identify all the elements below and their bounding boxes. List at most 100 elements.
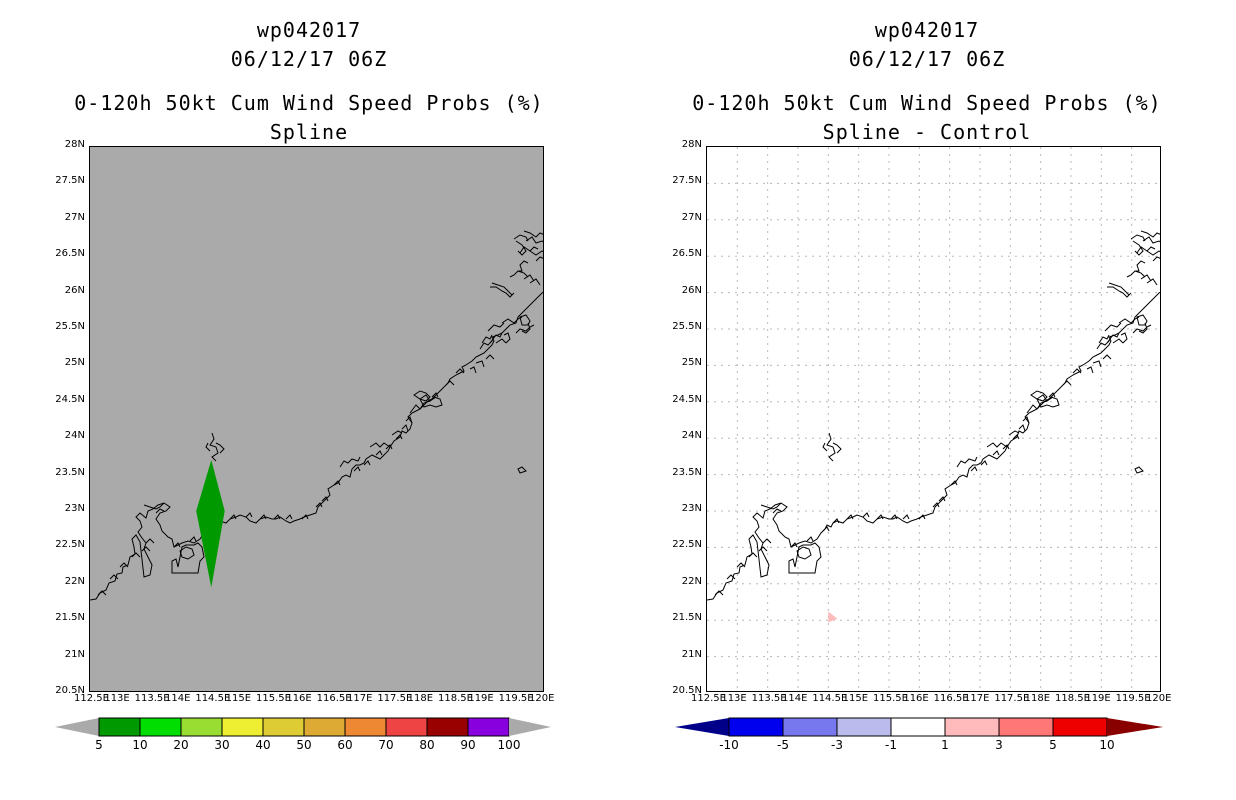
latitude-label: 26N [681,284,702,296]
longitude-label: 114E [782,693,808,704]
latitude-label: 28N [64,139,85,150]
colorbar-box [467,717,510,737]
coastline-segment [1072,368,1082,374]
coastline-segment [515,240,527,256]
longitude-label: 118.5E [438,693,473,704]
longitude-label: 115E [842,693,869,704]
coastline-segment [1086,366,1094,374]
latitude-label: 24N [64,430,85,442]
colorbar-tick-label: 40 [255,738,271,752]
coastline-segment [321,496,329,502]
colorbar-tick-label: -10 [719,738,739,752]
latitude-label: 25.5N [55,321,85,332]
coastline-segment [517,270,529,278]
coastline-segment [748,552,758,558]
coastline-segment [179,546,195,560]
longitude-label: 113.5E [134,693,170,704]
coastline-segment [395,434,403,440]
latitude-label: 21N [681,648,702,660]
colorbar-box [180,717,223,737]
coastline-segment [1134,270,1146,278]
coastline-segment [822,526,830,532]
coastline-segment [455,368,465,374]
coastline [90,230,543,601]
colorbar-box [836,717,892,737]
colorbar-box [1052,717,1108,737]
latitude-label: 26.5N [55,248,85,260]
coastline-segment [485,354,495,360]
latitude-label: 25.5N [672,321,702,332]
coastline-segment [513,234,529,242]
colorbar-box [221,717,264,737]
coastline-segment [413,390,431,402]
coastline-segment [141,546,151,552]
colorbar-tick-label: 90 [460,738,476,752]
coastline-segment [1030,390,1048,402]
coastline-segment [535,256,543,262]
coastline-segment [495,338,507,344]
coastline-segment [1140,274,1152,282]
colorbar-over-triangle [509,718,551,736]
latitude-label: 24.5N [672,393,702,405]
coastline-segment [832,442,842,454]
latitude-label: 23.5N [55,466,85,478]
coastline-segment [517,466,527,474]
coastline-segment [143,502,165,510]
coastline-segment [1138,322,1148,334]
longitude-label: 113E [721,693,747,704]
left-panel: wp042017 06/12/17 06Z 0-120h 50kt Cum Wi… [55,18,554,752]
coastline-segment [736,562,746,568]
coastline-segment [519,314,531,326]
difference-colorbar [675,717,1163,737]
latitude-label: 25N [681,357,702,369]
coastline-segment [490,286,515,298]
longitude-label: 115E [225,693,252,704]
coastline-segment [519,246,539,254]
longitude-label: 118.5E [1055,693,1090,704]
longitude-label: 113E [104,693,130,704]
coastline-segment [956,456,978,468]
longitude-label: 116E [903,693,929,704]
coastline-segment [333,480,341,486]
colorbar-tick-label: 10 [132,738,148,752]
colorbar-box [262,717,305,737]
coastline-segment [487,322,505,332]
coastline-segment [822,442,828,452]
coastline-segment [1132,240,1144,256]
datetime-title: 06/12/17 06Z [230,47,388,71]
coastline-segment [391,430,403,436]
colorbar-tick-label: 60 [337,738,353,752]
latitude-label: 22.5N [55,539,85,551]
coastline-segment [1018,424,1026,432]
coastline-segment [353,466,361,472]
method-title: Spline [269,120,349,144]
latitude-label: 20.5N [672,685,702,696]
coastline-segment [469,366,477,374]
latitude-label: 27.5N [672,175,702,187]
coastline-segment [1130,234,1146,242]
coastline-segment [529,278,541,286]
coastline-segment [529,250,543,256]
coastline-segment [1008,430,1020,436]
coastline-segment [788,542,822,574]
coastline-segment [846,514,854,520]
latitude-label: 23.5N [672,466,702,478]
colorbar-tick-label: 1 [941,738,949,752]
coastline-segment [489,332,503,344]
colorbar-tick-label: 10 [1099,738,1115,752]
latitude-label: 26.5N [672,248,702,260]
coastline-segment [475,360,485,368]
colorbar-box [782,717,838,737]
longitude-label: 114.5E [812,693,848,704]
longitude-label: 117E [347,693,373,704]
latitude-label: 26N [64,284,85,296]
longitude-label: 119.5E [498,693,534,704]
coastline-segment [369,442,391,448]
colorbar-tick-label: 100 [497,738,521,752]
coastline-segment [259,514,267,520]
coastline-segment [171,542,205,574]
longitude-label: 118E [1024,693,1051,704]
coastline-segment [1136,314,1148,326]
coastline-segment [726,574,736,580]
dotted-gridlines [707,147,1160,691]
